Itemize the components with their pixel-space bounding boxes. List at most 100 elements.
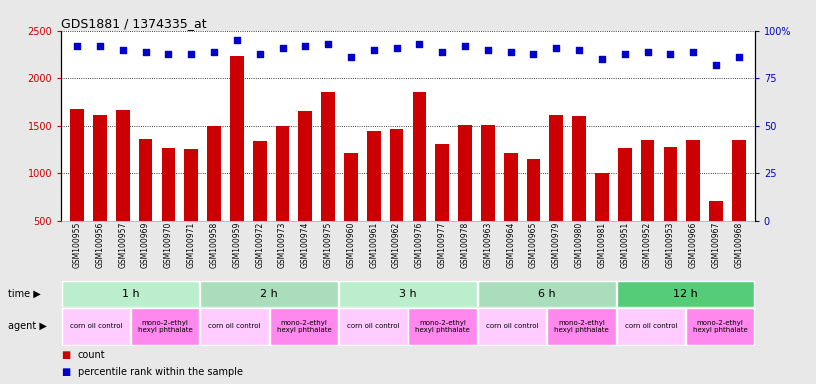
Point xyxy=(184,50,197,56)
Bar xyxy=(409,308,477,345)
Text: GSM100970: GSM100970 xyxy=(164,222,173,268)
Bar xyxy=(93,115,107,268)
Point xyxy=(299,43,312,49)
Text: 3 h: 3 h xyxy=(399,289,417,299)
Bar xyxy=(686,139,700,268)
Bar xyxy=(595,173,609,268)
Bar xyxy=(184,149,198,268)
Text: GSM100981: GSM100981 xyxy=(597,222,606,268)
Point xyxy=(230,37,243,43)
Text: GSM100959: GSM100959 xyxy=(233,222,242,268)
Text: GSM100973: GSM100973 xyxy=(278,222,287,268)
Bar xyxy=(413,91,426,268)
Bar xyxy=(322,91,335,268)
Bar xyxy=(367,131,380,268)
Text: corn oil control: corn oil control xyxy=(624,323,677,329)
Bar xyxy=(549,115,563,268)
Bar xyxy=(70,109,84,268)
Text: GSM100975: GSM100975 xyxy=(324,222,333,268)
Text: corn oil control: corn oil control xyxy=(347,323,400,329)
Point xyxy=(436,48,449,55)
Text: mono-2-ethyl
hexyl phthalate: mono-2-ethyl hexyl phthalate xyxy=(693,320,747,333)
Point xyxy=(322,41,335,47)
Point xyxy=(390,45,403,51)
Text: corn oil control: corn oil control xyxy=(208,323,261,329)
Text: GSM100955: GSM100955 xyxy=(73,222,82,268)
Text: mono-2-ethyl
hexyl phthalate: mono-2-ethyl hexyl phthalate xyxy=(138,320,193,333)
Bar xyxy=(276,126,290,268)
Bar xyxy=(709,201,723,268)
Bar xyxy=(139,139,153,268)
Point xyxy=(413,41,426,47)
Point xyxy=(641,48,654,55)
Bar xyxy=(641,139,654,268)
Point xyxy=(71,43,84,49)
Text: count: count xyxy=(78,350,105,360)
Text: GSM100979: GSM100979 xyxy=(552,222,561,268)
Text: ■: ■ xyxy=(61,350,70,360)
Text: mono-2-ethyl
hexyl phthalate: mono-2-ethyl hexyl phthalate xyxy=(277,320,331,333)
Text: GSM100968: GSM100968 xyxy=(734,222,743,268)
Text: ■: ■ xyxy=(61,367,70,377)
Bar xyxy=(201,308,268,345)
Bar xyxy=(548,308,615,345)
Text: GSM100956: GSM100956 xyxy=(95,222,104,268)
Bar xyxy=(299,111,313,268)
Text: agent ▶: agent ▶ xyxy=(8,321,47,331)
Point xyxy=(596,56,609,62)
Bar xyxy=(253,141,267,268)
Point xyxy=(276,45,289,51)
Text: GSM100967: GSM100967 xyxy=(712,222,721,268)
Text: GSM100964: GSM100964 xyxy=(506,222,515,268)
Point xyxy=(687,48,700,55)
Text: GSM100960: GSM100960 xyxy=(347,222,356,268)
Point xyxy=(573,46,586,53)
Bar xyxy=(116,110,130,268)
Text: GSM100978: GSM100978 xyxy=(460,222,469,268)
Point xyxy=(139,48,152,55)
Point xyxy=(459,43,472,49)
Bar xyxy=(617,281,754,307)
Text: GSM100980: GSM100980 xyxy=(574,222,583,268)
Text: time ▶: time ▶ xyxy=(8,289,41,299)
Bar xyxy=(201,281,338,307)
Point xyxy=(207,48,220,55)
Bar xyxy=(478,308,546,345)
Bar xyxy=(481,125,494,268)
Text: 2 h: 2 h xyxy=(260,289,278,299)
Text: GSM100951: GSM100951 xyxy=(620,222,629,268)
Bar xyxy=(339,308,407,345)
Point xyxy=(619,50,632,56)
Bar xyxy=(230,56,244,268)
Text: GSM100974: GSM100974 xyxy=(301,222,310,268)
Text: GSM100971: GSM100971 xyxy=(187,222,196,268)
Text: GSM100969: GSM100969 xyxy=(141,222,150,268)
Text: GSM100966: GSM100966 xyxy=(689,222,698,268)
Bar xyxy=(62,308,130,345)
Text: GSM100953: GSM100953 xyxy=(666,222,675,268)
Bar xyxy=(663,147,677,268)
Text: GSM100962: GSM100962 xyxy=(392,222,401,268)
Point xyxy=(664,50,677,56)
Bar xyxy=(572,116,586,268)
Text: GSM100957: GSM100957 xyxy=(118,222,127,268)
Bar xyxy=(686,308,754,345)
Point xyxy=(94,43,107,49)
Text: GDS1881 / 1374335_at: GDS1881 / 1374335_at xyxy=(61,17,206,30)
Text: GSM100952: GSM100952 xyxy=(643,222,652,268)
Text: corn oil control: corn oil control xyxy=(69,323,122,329)
Point xyxy=(344,54,357,60)
Bar xyxy=(390,129,403,268)
Text: mono-2-ethyl
hexyl phthalate: mono-2-ethyl hexyl phthalate xyxy=(415,320,470,333)
Text: GSM100961: GSM100961 xyxy=(370,222,379,268)
Bar xyxy=(618,148,632,268)
Bar xyxy=(270,308,338,345)
Bar xyxy=(503,153,517,268)
Point xyxy=(367,46,380,53)
Text: 1 h: 1 h xyxy=(122,289,140,299)
Bar xyxy=(478,281,615,307)
Point xyxy=(732,54,745,60)
Text: GSM100977: GSM100977 xyxy=(437,222,446,268)
Point xyxy=(162,50,175,56)
Text: GSM100972: GSM100972 xyxy=(255,222,264,268)
